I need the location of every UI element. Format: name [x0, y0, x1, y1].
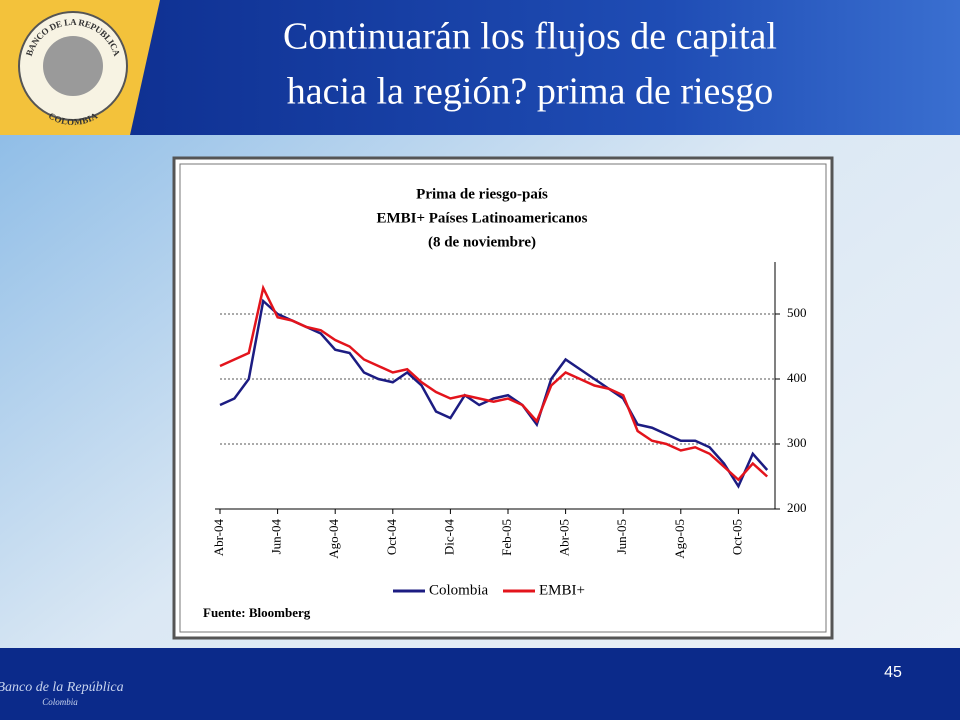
chart-inner-frame — [179, 163, 827, 633]
x-tick-label: Ago-05 — [672, 519, 687, 559]
source-note: Fuente: Bloomberg — [203, 605, 311, 620]
x-tick-label: Oct-04 — [384, 519, 399, 556]
y-tick-label: 400 — [787, 370, 807, 385]
x-tick-label: Oct-05 — [729, 519, 744, 555]
chart-title: (8 de noviembre) — [428, 234, 536, 250]
chart: Prima de riesgo-país EMBI+ Países Latinoa… — [203, 186, 807, 620]
x-tick-label: Dic-04 — [441, 519, 456, 556]
legend-label: EMBI+ — [539, 582, 585, 598]
legend-label: Colombia — [429, 582, 489, 598]
slide-title: Continuarán los flujos de capital — [283, 16, 777, 58]
title-band — [0, 0, 960, 135]
y-tick-label: 500 — [787, 305, 807, 320]
footer-band — [0, 648, 960, 720]
chart-title: EMBI+ Países Latinoamericanos — [376, 210, 587, 226]
x-tick-label: Abr-05 — [557, 519, 572, 556]
y-tick-label: 300 — [787, 435, 807, 450]
chart-frame — [172, 156, 834, 640]
x-tick-label: Jun-04 — [269, 519, 284, 555]
x-tick-label: Abr-04 — [211, 519, 226, 557]
x-tick-label: Ago-04 — [326, 519, 341, 559]
y-tick-label: 200 — [787, 500, 807, 515]
x-tick-label: Jun-05 — [614, 519, 629, 554]
x-tick-label: Feb-05 — [499, 519, 514, 556]
slide-title: hacia la región? prima de riesgo — [287, 71, 773, 113]
chart-title: Prima de riesgo-país — [416, 186, 548, 202]
footer-text: Colombia — [42, 697, 78, 707]
page-number: 45 — [884, 664, 902, 681]
series-line — [219, 284, 769, 482]
footer-text: Banco de la República — [0, 680, 124, 695]
logo-emblem — [43, 36, 103, 96]
